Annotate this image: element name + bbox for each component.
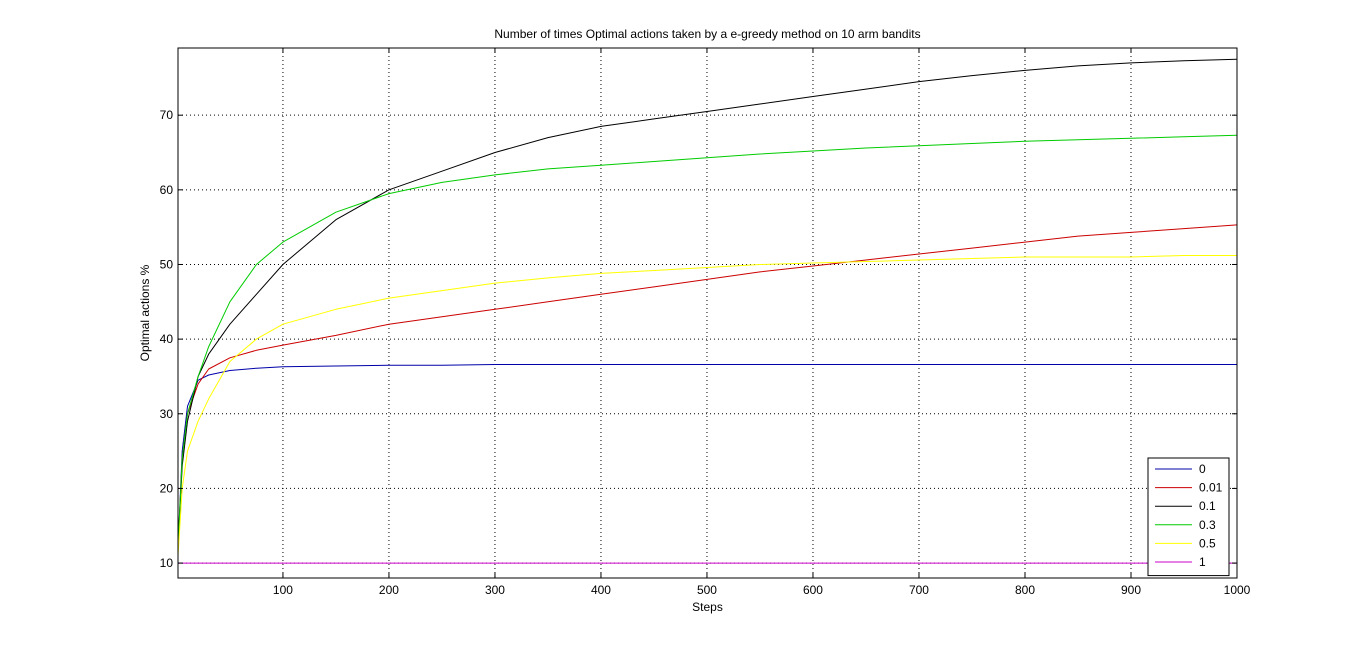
x-tick-label: 1000 — [1224, 583, 1251, 597]
y-tick-label: 40 — [160, 332, 174, 346]
x-axis-label: Steps — [692, 600, 723, 614]
series-line-0 — [177, 364, 1237, 549]
y-tick-label: 10 — [160, 556, 174, 570]
x-tick-label: 100 — [273, 583, 293, 597]
y-tick-label: 50 — [160, 257, 174, 271]
x-tick-label: 300 — [485, 583, 505, 597]
series-line-0-01 — [177, 224, 1238, 549]
legend-label: 0.1 — [1199, 499, 1216, 513]
x-tick-label: 800 — [1015, 583, 1035, 597]
y-tick-label: 30 — [160, 407, 174, 421]
tick-layer: 100 200 300 400 500 600 700 800 900 1000102030405… — [160, 48, 1251, 597]
plot-frame — [177, 47, 1238, 579]
legend-label: 0.5 — [1199, 536, 1216, 550]
y-axis-label: Optimal actions % — [138, 264, 152, 361]
series-line-0-1 — [177, 58, 1238, 549]
legend-label: 0.01 — [1199, 481, 1223, 495]
legend-box — [1147, 457, 1230, 577]
x-tick-label: 400 — [591, 583, 611, 597]
y-tick-label: 20 — [160, 481, 174, 495]
x-tick-label: 200 — [379, 583, 399, 597]
series-line-0-5 — [177, 255, 1237, 556]
x-tick-label: 600 — [803, 583, 823, 597]
series-layer — [177, 58, 1238, 564]
legend-label: 0 — [1199, 462, 1206, 476]
legend: 0 0.01 0.1 0.3 0.5 1 — [1147, 457, 1230, 577]
x-tick-label: 900 — [1121, 583, 1141, 597]
chart-title: Number of times Optimal actions taken by… — [494, 27, 920, 41]
x-tick-label: 700 — [909, 583, 929, 597]
legend-label: 1 — [1199, 555, 1206, 569]
grid-layer — [178, 48, 1237, 578]
y-tick-label: 70 — [160, 108, 174, 122]
legend-label: 0.3 — [1199, 518, 1216, 532]
x-tick-label: 500 — [697, 583, 717, 597]
series-line-0-3 — [177, 134, 1238, 549]
y-tick-label: 60 — [160, 183, 174, 197]
